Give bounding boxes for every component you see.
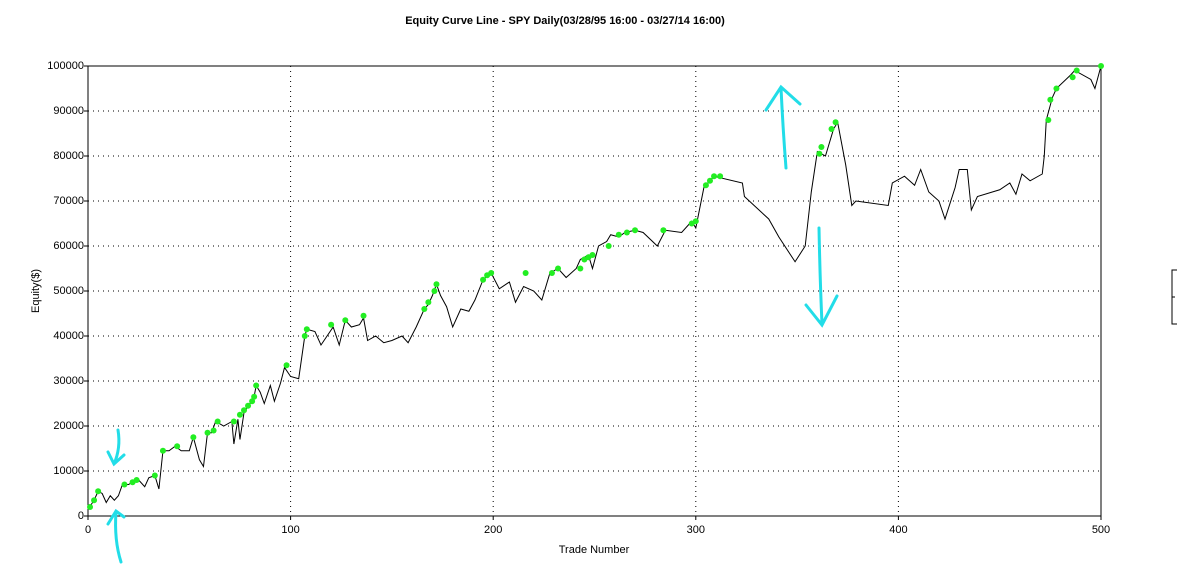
new-high-marker (623, 229, 630, 236)
y-tick-label: 10000 (53, 465, 84, 477)
x-axis-label: Trade Number (559, 544, 630, 556)
new-high-marker (1069, 74, 1076, 81)
new-high-marker (632, 227, 639, 234)
new-high-marker (522, 270, 529, 276)
y-tick-label: 0 (78, 510, 84, 522)
new-high-marker (433, 281, 440, 288)
x-tick-label: 0 (85, 524, 91, 536)
new-high-marker (133, 477, 140, 483)
new-high-marker (230, 418, 237, 425)
equity-line (87, 65, 1102, 510)
annotation-arrow (106, 428, 126, 467)
new-high-marker (241, 407, 248, 414)
new-high-marker (431, 288, 438, 294)
new-high-marker (425, 299, 432, 306)
chart-title: Equity Curve Line - SPY Daily(03/28/95 1… (405, 15, 725, 27)
new-high-marker (1045, 117, 1052, 123)
y-tick-label: 40000 (53, 330, 84, 342)
y-tick-label: 60000 (53, 240, 84, 252)
new-high-marker (706, 177, 713, 184)
marks: 0 10000 20000 30000 40000 50000 60000 70000 8000… (47, 60, 1110, 536)
new-high-marker (1098, 63, 1104, 69)
new-high-marker (214, 418, 221, 425)
new-high-marker (692, 218, 699, 225)
new-high-marker (174, 443, 181, 450)
new-high-marker (91, 497, 98, 504)
new-high-marker (818, 144, 825, 150)
new-high-marker (360, 312, 367, 319)
y-tick-label: 100000 (47, 60, 84, 72)
new-high-marker (816, 150, 823, 157)
new-high-marker (236, 411, 243, 418)
new-high-marker (151, 472, 158, 479)
y-axis-label: Equity($) (30, 269, 42, 313)
new-high-marker (615, 231, 622, 238)
new-high-marker (711, 173, 718, 180)
y-tick-label: 30000 (53, 375, 84, 387)
new-high-marker (204, 429, 211, 436)
x-tick-label: 500 (1092, 524, 1110, 536)
new-high-marker (480, 276, 487, 283)
annotation-arrow (764, 84, 802, 170)
new-high-marker (605, 243, 612, 249)
new-high-marker (245, 402, 252, 409)
y-tick-label: 20000 (53, 420, 84, 432)
y-tick-label: 50000 (53, 285, 84, 297)
new-high-marker (717, 173, 724, 180)
new-high-marker (1047, 96, 1054, 103)
new-high-marker (253, 382, 260, 389)
new-high-marker (832, 119, 839, 126)
legend-fragment (1171, 269, 1177, 325)
new-high-marker (251, 393, 258, 400)
x-tick-label: 400 (889, 524, 907, 536)
x-tick-label: 300 (687, 524, 705, 536)
y-tick-label: 90000 (53, 105, 84, 117)
annotation-arrow (804, 226, 839, 328)
new-high-marker (121, 481, 128, 488)
x-tick-label: 200 (484, 524, 502, 536)
new-high-marker (589, 252, 596, 258)
new-high-marker (421, 306, 428, 312)
new-high-marker (190, 434, 197, 441)
new-high-marker (660, 227, 667, 234)
new-high-marker (555, 265, 562, 272)
new-high-marker (328, 321, 335, 328)
new-high-marker (301, 333, 308, 339)
new-high-marker (342, 317, 349, 324)
new-high-marker (828, 126, 835, 132)
new-high-marker (548, 270, 555, 276)
new-high-marker (159, 447, 166, 454)
new-high-marker (283, 362, 290, 369)
annotation-arrow (106, 508, 126, 564)
new-high-marker (210, 427, 217, 434)
new-high-marker (702, 182, 709, 189)
new-high-marker (1073, 67, 1080, 74)
new-high-marker (95, 488, 102, 495)
new-high-marker (303, 326, 310, 333)
y-tick-label: 70000 (53, 195, 84, 207)
x-tick-label: 100 (281, 524, 299, 536)
new-high-marker (1053, 85, 1060, 92)
new-high-marker (577, 265, 584, 272)
y-tick-label: 80000 (53, 150, 84, 162)
annotations (106, 84, 839, 564)
new-high-marker (488, 270, 495, 276)
new-high-marker (87, 504, 94, 510)
new-high-marker (249, 398, 256, 405)
